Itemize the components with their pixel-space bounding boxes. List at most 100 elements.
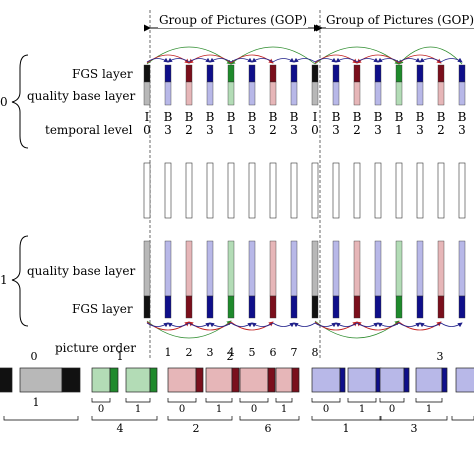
prediction-arc xyxy=(293,57,316,63)
bitstream-group-bracket xyxy=(91,416,158,421)
temporal-level-label: 2 xyxy=(269,123,277,137)
temporal-level-label: 0 xyxy=(143,123,151,137)
frame-type-label: B xyxy=(374,110,383,124)
prediction-arc xyxy=(440,322,463,328)
frame-fgs-bottom xyxy=(185,295,193,319)
frame-empty xyxy=(269,162,277,219)
picture-order-label: 8 xyxy=(312,346,319,359)
frame-fgs-bottom xyxy=(227,295,235,319)
temporal-level-label: 3 xyxy=(416,123,424,137)
picture-order-label: 7 xyxy=(291,346,298,359)
bitstream-block xyxy=(347,367,377,393)
frame-fgs-top xyxy=(311,64,319,83)
frame-base-bottom xyxy=(437,240,445,297)
frame-fgs-bottom xyxy=(416,295,424,319)
frame-fgs-top xyxy=(395,64,403,83)
frame-fgs-bottom xyxy=(290,295,298,319)
prediction-arc xyxy=(146,54,190,64)
prediction-arc xyxy=(188,321,232,331)
picture-order-label: 3 xyxy=(207,346,214,359)
brace-bottom xyxy=(11,235,29,327)
prediction-arc xyxy=(272,57,295,63)
frame-empty xyxy=(374,162,382,219)
bitstream-block xyxy=(231,367,240,393)
frame-fgs-top xyxy=(206,64,214,83)
label-temporal: temporal level xyxy=(45,123,133,137)
frame-base-top xyxy=(227,81,235,106)
prediction-arc xyxy=(188,322,211,328)
prediction-arc xyxy=(314,321,358,331)
frame-base-bottom xyxy=(353,240,361,297)
bitstream-block xyxy=(109,367,119,393)
prediction-arc xyxy=(188,54,232,64)
frame-base-top xyxy=(143,81,151,106)
frame-base-bottom xyxy=(311,240,319,297)
frame-type-label: B xyxy=(164,110,173,124)
bitstream-block xyxy=(91,367,111,393)
prediction-arc xyxy=(146,320,232,339)
prediction-arc xyxy=(230,54,274,64)
frame-empty xyxy=(227,162,235,219)
prediction-arc xyxy=(398,322,421,328)
frame-base-top xyxy=(311,81,319,106)
prediction-arc xyxy=(314,54,358,64)
temporal-level-label: 3 xyxy=(374,123,382,137)
frame-base-top xyxy=(374,81,382,106)
temporal-level-label: 2 xyxy=(185,123,193,137)
temporal-level-label: 3 xyxy=(206,123,214,137)
bitstream-block xyxy=(267,367,276,393)
bitstream-block xyxy=(0,367,13,393)
frame-fgs-bottom xyxy=(395,295,403,319)
bitstream-sub-label: 1 xyxy=(216,404,222,415)
frame-type-label: I xyxy=(145,110,150,124)
frame-type-label: B xyxy=(290,110,299,124)
bitstream-bracket xyxy=(379,398,405,403)
bitstream-block xyxy=(379,367,405,393)
frame-fgs-bottom xyxy=(332,295,340,319)
bitstream-row: 0 1 2 314 2 6 1 30 1 0 1 0 1 0 1 0 1 xyxy=(0,350,474,435)
bitstream-group-label: 6 xyxy=(265,422,272,435)
temporal-level-label: 3 xyxy=(290,123,298,137)
bitstream-sub-label: 1 xyxy=(281,404,287,415)
frame-base-top xyxy=(164,81,172,106)
bitstream-group-label: 4 xyxy=(117,422,124,435)
bitstream-group-label: 0 xyxy=(31,350,38,363)
prediction-arc xyxy=(440,57,463,63)
frame-base-bottom xyxy=(290,240,298,297)
temporal-level-label: 3 xyxy=(248,123,256,137)
label-qbl-top: quality base layer xyxy=(27,89,135,103)
bitstream-group-label: 1 xyxy=(33,396,40,409)
bitstream-block xyxy=(441,367,448,393)
frame-fgs-bottom xyxy=(437,295,445,319)
bitstream-bracket xyxy=(415,398,443,403)
prediction-arc xyxy=(146,46,232,65)
bitstream-bracket xyxy=(347,398,377,403)
prediction-arc xyxy=(314,320,400,339)
frame-type-label: B xyxy=(248,110,257,124)
frame-base-bottom xyxy=(143,240,151,297)
temporal-level-label: 2 xyxy=(437,123,445,137)
prediction-arc xyxy=(146,57,169,63)
prediction-arc xyxy=(209,57,232,63)
frame-empty xyxy=(143,162,151,219)
prediction-arc xyxy=(230,321,274,331)
prediction-arc xyxy=(230,46,316,65)
prediction-arc xyxy=(230,322,253,328)
frame-empty xyxy=(311,162,319,219)
frame-type-label: B xyxy=(416,110,425,124)
prediction-arc xyxy=(314,322,337,328)
frame-empty xyxy=(290,162,298,219)
prediction-arrows xyxy=(146,46,463,339)
gop-label-2: Group of Pictures (GOP) xyxy=(326,13,474,27)
frame-fgs-bottom xyxy=(248,295,256,319)
frame-type-label: B xyxy=(227,110,236,124)
prediction-arc xyxy=(377,57,400,63)
bitstream-sub-label: 0 xyxy=(179,404,185,415)
picture-order-label: 6 xyxy=(270,346,277,359)
bitstream-group-bracket xyxy=(311,416,382,421)
frame-base-top xyxy=(248,81,256,106)
frame-fgs-top xyxy=(374,64,382,83)
prediction-arc xyxy=(398,46,463,65)
